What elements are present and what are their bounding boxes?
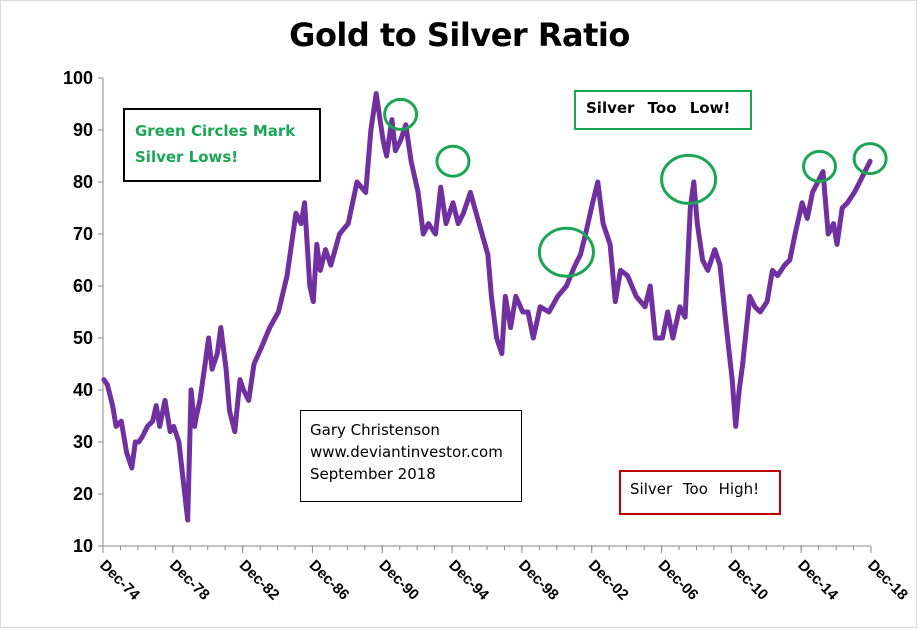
silver-low-circle <box>802 149 838 183</box>
x-tick-label: Dec-78 <box>166 557 213 604</box>
x-tick-label: Dec-98 <box>515 557 562 604</box>
silver-low-circle <box>537 226 595 278</box>
silver-too-high-note: Silver Too High! <box>619 470 781 515</box>
y-tick-label: 100 <box>63 68 93 88</box>
x-tick-label: Dec-74 <box>96 557 143 604</box>
y-tick-label: 60 <box>73 276 93 296</box>
y-axis-ticks: 10 20 30 40 50 60 70 80 90 100 <box>63 68 103 556</box>
x-tick-label: Dec-94 <box>445 557 492 604</box>
silver-low-circles <box>383 97 888 278</box>
y-tick-label: 90 <box>73 120 93 140</box>
x-axis-ticks: Dec-74 Dec-78 Dec-82 Dec-86 Dec-90 Dec-94 Dec-… <box>96 546 911 604</box>
x-tick-label: Dec-82 <box>236 557 283 604</box>
green-circles-note-line-1: Green Circles Mark <box>135 122 296 140</box>
y-tick-label: 50 <box>73 328 93 348</box>
silver-low-circle <box>852 142 888 176</box>
credit-box: Gary Christenson www.deviantinvestor.com… <box>300 410 522 502</box>
x-tick-label: Dec-06 <box>655 557 702 604</box>
silver-low-circle <box>660 153 718 205</box>
silver-low-circle <box>383 97 419 131</box>
silver-too-low-text: Silver Too Low! <box>586 99 731 117</box>
x-tick-label: Dec-90 <box>375 557 422 604</box>
x-tick-label: Dec-86 <box>306 557 353 604</box>
y-tick-label: 20 <box>73 484 93 504</box>
x-tick-label: Dec-18 <box>864 557 911 604</box>
silver-too-high-text: Silver Too High! <box>630 480 760 498</box>
credit-website: www.deviantinvestor.com <box>310 443 503 461</box>
y-tick-label: 80 <box>73 172 93 192</box>
chart-title: Gold to Silver Ratio <box>289 16 630 54</box>
green-circles-note-line-2: Silver Lows! <box>135 148 239 166</box>
x-tick-label: Dec-10 <box>725 557 772 604</box>
green-circles-note: Green Circles Mark Silver Lows! <box>123 108 321 182</box>
y-tick-label: 30 <box>73 432 93 452</box>
y-tick-label: 10 <box>73 536 93 556</box>
credit-author: Gary Christenson <box>310 421 440 439</box>
y-tick-label: 70 <box>73 224 93 244</box>
x-tick-label: Dec-14 <box>794 557 841 604</box>
silver-low-circle <box>435 144 471 178</box>
series-line-gold-silver-ratio <box>101 91 873 523</box>
credit-date: September 2018 <box>310 465 436 483</box>
y-tick-label: 40 <box>73 380 93 400</box>
silver-too-low-note: Silver Too Low! <box>574 90 752 130</box>
x-tick-label: Dec-02 <box>585 557 632 604</box>
